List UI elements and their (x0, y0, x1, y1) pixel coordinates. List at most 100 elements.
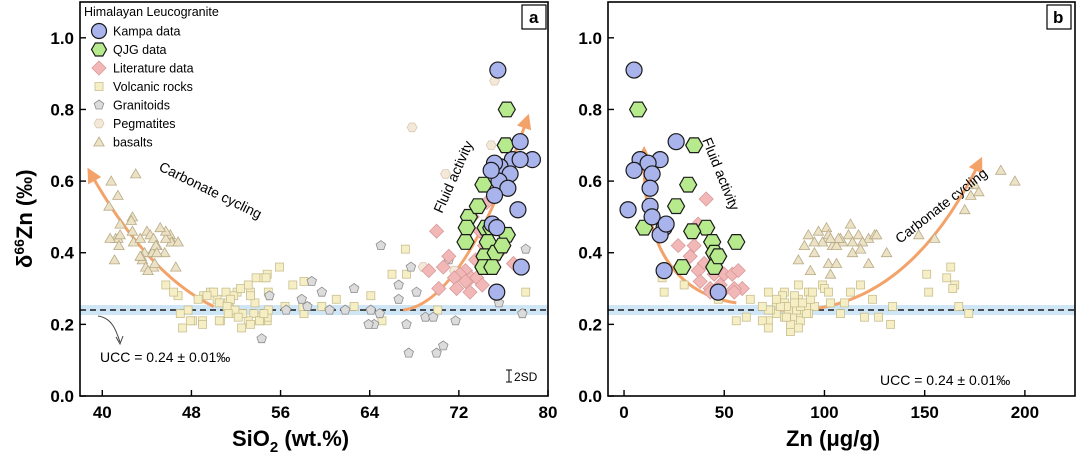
basalts-point (147, 232, 160, 243)
volcanic-rocks-point (249, 309, 259, 319)
pegmatites-point (440, 169, 451, 179)
granitoids-point (306, 275, 317, 286)
volcanic-rocks-point (233, 312, 243, 322)
basalts-point (151, 246, 163, 258)
volcanic-rocks-point (261, 273, 271, 283)
volcanic-rocks-point (275, 262, 284, 272)
qjg-data-point (496, 137, 515, 154)
volcanic-rocks-point (254, 316, 264, 326)
kampa-data-point (485, 186, 504, 205)
basalts-point (820, 221, 833, 233)
kampa-data-point (625, 161, 643, 179)
volcanic-rocks-point (808, 287, 817, 297)
x-tick-label: 200 (1011, 403, 1039, 422)
qjg-data-point (673, 259, 692, 275)
kampa-data-point (641, 179, 659, 197)
basalts-point (104, 232, 116, 243)
legend-marker-hexagon (90, 42, 108, 57)
volcanic-rocks-point (846, 287, 855, 297)
basalts-point (105, 175, 118, 186)
literature-data-point (429, 223, 445, 239)
basalts-point (830, 257, 843, 268)
literature-data-point (698, 191, 714, 207)
volcanic-rocks-point (679, 280, 689, 290)
y-tick-label: 0.8 (50, 100, 74, 119)
basalts-point (862, 257, 875, 268)
qjg-data-point (456, 234, 475, 250)
basalts-point (812, 225, 825, 236)
panel-a-y-ticks: 0.0 0.2 0.4 0.6 0.8 1.0 (50, 29, 86, 406)
panel-b-x-ticks: 0 50 100 150 200 (619, 390, 1039, 422)
basalts-point (822, 257, 835, 268)
basalts-point (852, 229, 865, 240)
volcanic-rocks-point (223, 309, 233, 319)
y-tick-label: 0.8 (578, 100, 602, 119)
volcanic-rocks-point (868, 294, 877, 304)
volcanic-rocks-point (860, 312, 869, 322)
granitoids-point (296, 293, 307, 304)
granitoids-point (438, 340, 449, 351)
x-tick-label: 100 (810, 403, 838, 422)
legend-marker-pentagon (93, 99, 105, 110)
basalts-point (972, 186, 985, 197)
kampa-data-point (709, 283, 727, 301)
kampa-data-point (625, 61, 643, 79)
legend-label: Volcanic rocks (113, 80, 193, 94)
x-tick-label: 64 (360, 403, 379, 422)
granitoids-point (401, 318, 412, 329)
qjg-data-point (457, 219, 476, 236)
panel-a: 40 48 56 64 72 80 0.0 0.2 0.4 0.6 0.8 1.0 Carbonat… (11, 1, 558, 456)
literature-data-point (462, 284, 478, 300)
y-tick-label: 1.0 (50, 29, 74, 48)
granitoids-point (520, 243, 531, 254)
granitoids-point (393, 293, 404, 304)
basalts-point (114, 229, 126, 240)
kampa-data-point (512, 258, 530, 276)
granitoids-point (339, 304, 351, 315)
basalts-point (964, 189, 977, 200)
basalts-point (798, 239, 811, 251)
kampa-data-point (643, 208, 661, 226)
granitoids-point (264, 290, 275, 301)
panel-a-annotation-carbonate: Carbonate cycling (157, 158, 265, 222)
literature-data-point (421, 263, 437, 279)
kampa-data-point (509, 201, 527, 219)
panel-a-y-axis-title: δ66Zn (‰) (11, 169, 37, 268)
volcanic-rocks-point (789, 298, 799, 308)
volcanic-rocks-point (387, 269, 397, 279)
y-tick-label: 1.0 (578, 29, 602, 48)
volcanic-rocks-point (288, 280, 298, 290)
volcanic-rocks-point (798, 298, 807, 308)
granitoids-point (393, 279, 404, 290)
volcanic-rocks-point (198, 319, 207, 329)
granitoids-point (374, 308, 385, 319)
literature-data-point (474, 277, 490, 293)
basalts-point (846, 246, 859, 258)
volcanic-rocks-point (763, 287, 773, 297)
volcanic-rocks-point (948, 284, 958, 293)
basalts-point (994, 164, 1007, 175)
basalts-point (172, 236, 184, 247)
basalts-point (968, 178, 981, 190)
y-tick-label: 0.6 (578, 172, 602, 191)
volcanic-rocks-point (886, 319, 896, 329)
basalts-point (824, 268, 837, 279)
qjg-data-point (727, 234, 746, 250)
basalts-point (126, 225, 139, 236)
volcanic-rocks-point (317, 302, 327, 311)
panel-b-annotation-carbonate: Carbonate cycling (892, 165, 990, 247)
volcanic-rocks-point (794, 323, 803, 333)
legend-marker-hexagon-small (93, 118, 105, 129)
kampa-data-point (619, 201, 637, 219)
granitoids-point (450, 315, 461, 326)
panel-a-x-axis-title: SiO2 (wt.%) (232, 426, 349, 456)
basalts-point (159, 232, 172, 243)
literature-data-point (431, 280, 447, 297)
x-tick-label: 80 (539, 403, 558, 422)
volcanic-rocks-point (250, 298, 260, 308)
volcanic-rocks-point (741, 312, 751, 322)
basalts-point (832, 232, 845, 243)
volcanic-rocks-point (366, 291, 376, 301)
basalts-point (103, 200, 115, 211)
y-tick-label: 0.0 (50, 387, 74, 406)
